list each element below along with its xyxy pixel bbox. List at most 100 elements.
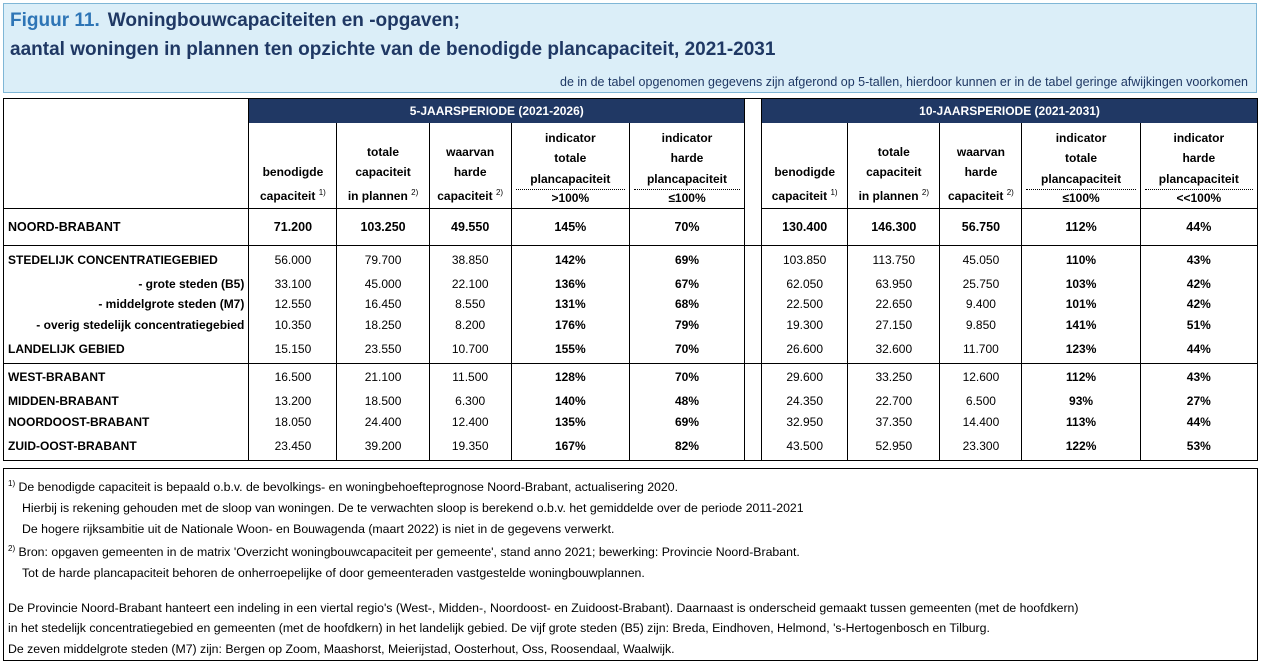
header-text: totale — [1065, 151, 1098, 165]
header-line: capaciteit 1) — [766, 183, 843, 207]
cell: 33.250 — [847, 363, 941, 391]
table-row: - grote steden (B5) 33.100 45.000 22.100 136… — [4, 273, 1259, 294]
cell: 112% — [1021, 208, 1141, 246]
footnote-ref: 2) — [921, 187, 930, 197]
cell: 33.100 — [248, 273, 338, 294]
cell: 112% — [1021, 363, 1141, 391]
column-header: indicator totale plancapaciteit ≤100% — [1021, 122, 1141, 209]
header-line: plancapaciteit — [634, 169, 740, 190]
header-line: capaciteit 2) — [434, 183, 507, 207]
column-header: waarvan harde capaciteit 2) — [939, 122, 1023, 209]
cell: 69% — [628, 411, 746, 432]
cell: 8.200 — [428, 314, 512, 335]
cell: 18.250 — [336, 314, 430, 335]
cell: 123% — [1021, 335, 1141, 364]
table-row: NOORDOOST-BRABANT 18.050 24.400 12.400 135% 6… — [4, 411, 1259, 432]
cell: 11.500 — [428, 363, 512, 391]
header-text: totale — [877, 144, 910, 159]
cell: 128% — [510, 363, 630, 391]
cell: 25.750 — [939, 273, 1023, 294]
cell: 113% — [1021, 411, 1141, 432]
title-line: aantal woningen in plannen ten opzichte … — [10, 39, 776, 60]
cell: 51% — [1139, 314, 1259, 335]
cell: 18.500 — [336, 391, 430, 412]
cell: 62.050 — [761, 273, 849, 294]
column-header: indicator totale plancapaciteit >100% — [510, 122, 630, 209]
cell: 130.400 — [761, 208, 849, 246]
header-text: plancapaciteit — [1041, 171, 1122, 186]
header-line: indicator — [516, 128, 625, 149]
cell: 167% — [510, 432, 630, 461]
cell: 8.550 — [428, 294, 512, 315]
header-text: in plannen — [858, 188, 919, 203]
cell: 21.100 — [336, 363, 430, 391]
header-text: capaciteit — [866, 165, 922, 179]
gap — [744, 314, 763, 335]
cell: 27.150 — [847, 314, 941, 335]
cell: 45.050 — [939, 245, 1023, 274]
cell: 12.600 — [939, 363, 1023, 391]
cell: 44% — [1139, 411, 1259, 432]
header-text: indicator — [544, 130, 596, 145]
header-text: harde — [1182, 151, 1216, 165]
column-header: waarvan harde capaciteit 2) — [428, 122, 512, 209]
header-text: capaciteit — [355, 165, 411, 179]
cell: 16.450 — [336, 294, 430, 315]
cell: 45.000 — [336, 273, 430, 294]
header-line: harde — [944, 162, 1017, 183]
table-row: WEST-BRABANT 16.500 21.100 11.500 128% 70% 29.… — [4, 363, 1259, 391]
header-line: plancapaciteit — [1145, 169, 1253, 190]
paragraph: De Provincie Noord-Brabant hanteert een … — [8, 598, 1253, 660]
cell: 53% — [1139, 432, 1259, 461]
gap — [744, 363, 763, 391]
cell: 82% — [628, 432, 746, 461]
cell: 6.500 — [939, 391, 1023, 412]
cell: 19.300 — [761, 314, 849, 335]
cell: 19.350 — [428, 432, 512, 461]
row-label: MIDDEN-BRABANT — [8, 394, 119, 409]
cell: 15.150 — [248, 335, 338, 364]
cell: 122% — [1021, 432, 1141, 461]
column-header: benodigde capaciteit 1) — [248, 122, 338, 209]
footnote-ref: 1) — [830, 187, 838, 197]
footnote-text: Hierbij is rekening gehouden met de sloo… — [22, 500, 804, 515]
cell: 49.550 — [428, 208, 512, 246]
cell: 101% — [1021, 294, 1141, 315]
cell: 43.500 — [761, 432, 849, 461]
cell: 9.850 — [939, 314, 1023, 335]
header-text: totale — [367, 144, 400, 159]
cell: 32.600 — [847, 335, 941, 364]
footnote-text: De hogere rijksambitie uit de Nationale … — [22, 521, 615, 536]
row-label: STEDELIJK CONCENTRATIEGEBIED — [8, 252, 218, 267]
blank — [4, 99, 249, 123]
cell: 68% — [628, 294, 746, 315]
cell: 16.500 — [248, 363, 338, 391]
gap — [744, 391, 763, 412]
cell: 63.950 — [847, 273, 941, 294]
cell: 23.300 — [939, 432, 1023, 461]
header-text: benodigde — [774, 165, 835, 179]
table-row: MIDDEN-BRABANT 13.200 18.500 6.300 140% 48% 24… — [4, 391, 1259, 412]
footnotes: 1) De benodigde capaciteit is bepaald o.… — [3, 468, 1258, 661]
header-line: capaciteit 2) — [944, 183, 1017, 207]
header-line: plancapaciteit — [1026, 169, 1135, 190]
header-line: harde — [1145, 148, 1253, 169]
gap — [744, 273, 763, 294]
footnote-text: Tot de harde plancapaciteit behoren de o… — [22, 566, 645, 580]
title-box: Figuur 11. Woningbouwcapaciteiten en -opg… — [3, 3, 1257, 93]
gap — [744, 294, 763, 315]
threshold: ≤100% — [1026, 189, 1136, 206]
cell: 141% — [1021, 314, 1141, 335]
cell: 29.600 — [761, 363, 849, 391]
table-row: - overig stedelijk concentratiegebied 10.… — [4, 314, 1259, 335]
column-header: totale capaciteit in plannen 2) — [847, 122, 941, 209]
header-text: indicator — [661, 130, 713, 145]
cell: 93% — [1021, 391, 1141, 412]
footnote: 1) De benodigde capaciteit is bepaald o.… — [8, 474, 1253, 539]
cell: 71.200 — [248, 208, 338, 246]
footnote-text: De benodigde capaciteit is bepaald o.b.v… — [18, 480, 679, 495]
cell: 110% — [1021, 245, 1141, 274]
threshold: ≤100% — [633, 189, 741, 206]
cell: 69% — [628, 245, 746, 274]
